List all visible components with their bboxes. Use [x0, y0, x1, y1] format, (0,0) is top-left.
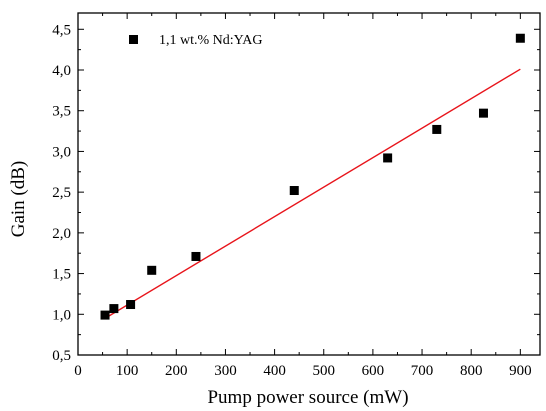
y-tick-label: 4,5 [52, 22, 71, 38]
x-tick-label: 500 [312, 363, 335, 379]
data-point [289, 186, 299, 196]
x-axis-title: Pump power source (mW) [207, 387, 408, 408]
x-tick-label: 200 [165, 363, 188, 379]
y-tick-label: 4,0 [52, 63, 71, 79]
y-tick-label: 0,5 [52, 348, 71, 364]
data-points [100, 33, 525, 320]
y-tick-label: 1,5 [52, 267, 71, 283]
x-tick-label: 700 [411, 363, 434, 379]
x-tick-label: 300 [214, 363, 237, 379]
data-point [147, 265, 157, 275]
legend-label: 1,1 wt.% Nd:YAG [159, 33, 262, 48]
y-tick-label: 1,0 [52, 307, 71, 323]
y-tick-label: 2,0 [52, 226, 71, 242]
plot-frame [77, 12, 541, 356]
linear-fit [104, 68, 521, 319]
y-tick-label: 2,5 [52, 185, 71, 201]
legend-marker [129, 35, 138, 44]
x-tick-label: 600 [362, 363, 385, 379]
x-tick-label: 0 [74, 363, 82, 379]
data-point [109, 304, 119, 314]
data-point [126, 300, 136, 310]
y-axis-ticks: 0,5 1,0 1,5 2,0 2,5 3,0 3,5 4,0 4,5 [52, 22, 540, 364]
legend: 1,1 wt.% Nd:YAG [129, 33, 262, 48]
data-point [515, 33, 525, 43]
y-tick-label: 3,0 [52, 144, 71, 160]
data-point [383, 153, 393, 163]
data-point [191, 251, 201, 261]
x-tick-label: 100 [116, 363, 139, 379]
y-tick-label: 3,5 [52, 104, 71, 120]
x-axis-ticks: 0 100 200 300 400 500 600 700 800 900 [74, 13, 532, 379]
data-point [100, 310, 110, 320]
axes [77, 12, 541, 356]
x-tick-label: 400 [263, 363, 286, 379]
x-tick-label: 900 [509, 363, 532, 379]
data-point [432, 124, 442, 134]
y-axis-title: Gain (dB) [8, 161, 29, 238]
fit-line [104, 68, 521, 319]
data-point [478, 108, 488, 118]
x-tick-label: 800 [460, 363, 483, 379]
